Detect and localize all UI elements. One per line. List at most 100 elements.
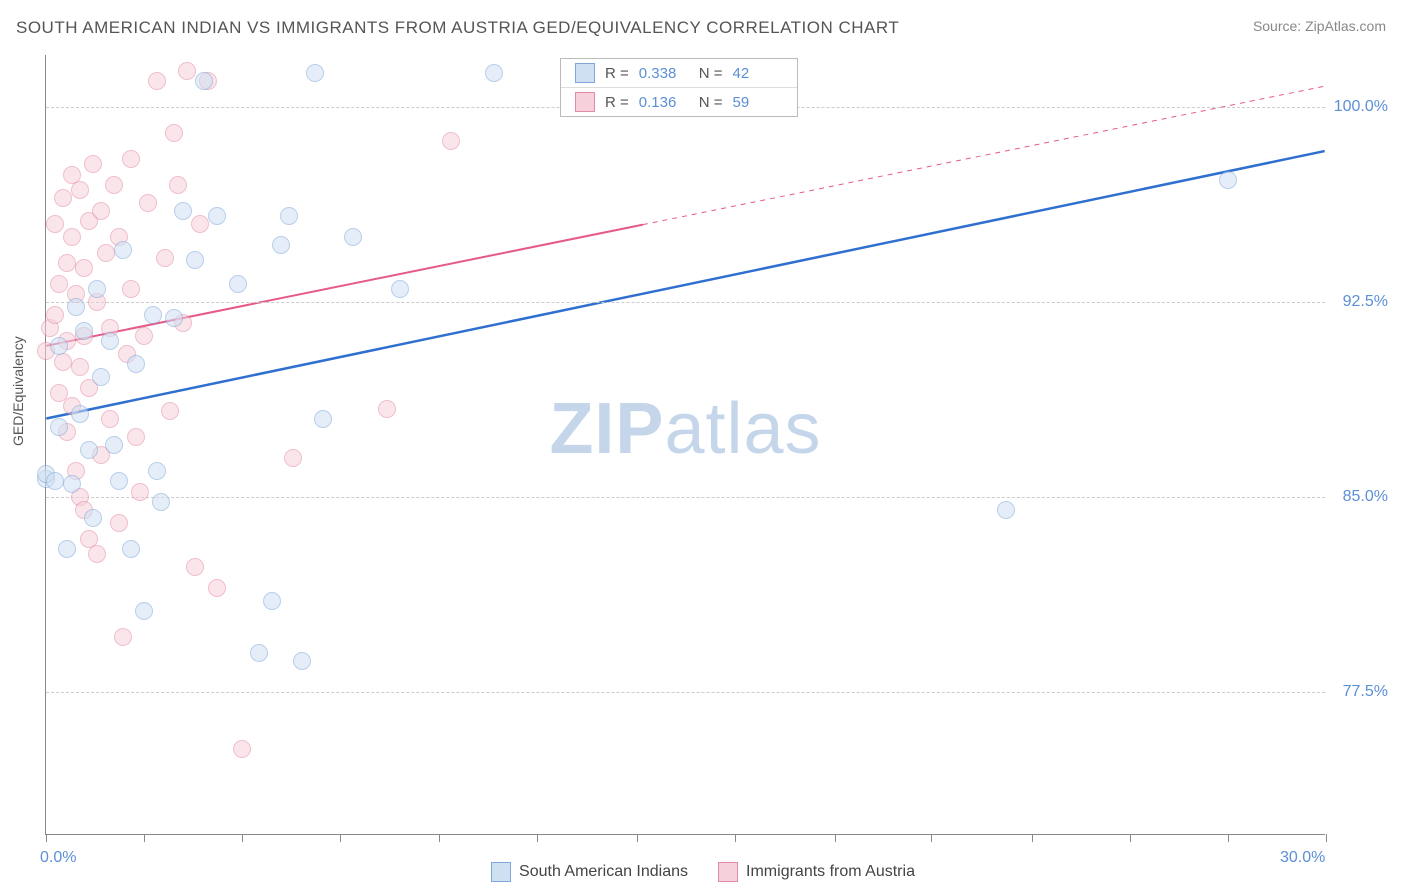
scatter-point <box>50 337 68 355</box>
x-tick-mark <box>439 834 440 842</box>
scatter-point <box>174 202 192 220</box>
scatter-point <box>54 189 72 207</box>
legend-bottom-item: Immigrants from Austria <box>718 862 915 882</box>
grid-line-h <box>46 302 1325 303</box>
scatter-point <box>114 241 132 259</box>
y-tick-label: 100.0% <box>1334 98 1388 116</box>
scatter-point <box>152 493 170 511</box>
scatter-point <box>229 275 247 293</box>
legend-bottom-item: South American Indians <box>491 862 688 882</box>
scatter-point <box>122 540 140 558</box>
scatter-point <box>161 402 179 420</box>
scatter-point <box>46 306 64 324</box>
scatter-point <box>263 592 281 610</box>
scatter-point <box>280 207 298 225</box>
scatter-point <box>50 275 68 293</box>
scatter-point <box>84 155 102 173</box>
scatter-point <box>135 327 153 345</box>
scatter-point <box>67 298 85 316</box>
scatter-point <box>46 215 64 233</box>
series-legend: South American Indians Immigrants from Au… <box>491 862 915 882</box>
scatter-point <box>110 514 128 532</box>
scatter-point <box>344 228 362 246</box>
y-tick-label: 77.5% <box>1343 683 1388 701</box>
scatter-point <box>105 176 123 194</box>
scatter-point <box>127 428 145 446</box>
x-tick-mark <box>1130 834 1131 842</box>
scatter-point <box>165 124 183 142</box>
grid-line-h <box>46 497 1325 498</box>
legend-swatch <box>491 862 511 882</box>
scatter-point <box>997 501 1015 519</box>
scatter-point <box>442 132 460 150</box>
scatter-point <box>88 280 106 298</box>
scatter-point <box>46 472 64 490</box>
legend-r-value: 0.338 <box>639 65 689 82</box>
scatter-point <box>284 449 302 467</box>
scatter-point <box>101 332 119 350</box>
x-tick-mark <box>931 834 932 842</box>
scatter-point <box>306 64 324 82</box>
legend-swatch <box>718 862 738 882</box>
scatter-point <box>195 72 213 90</box>
x-tick-mark <box>835 834 836 842</box>
legend-r-label: R = <box>605 94 629 111</box>
x-tick-mark <box>242 834 243 842</box>
x-tick-mark <box>340 834 341 842</box>
scatter-point <box>63 475 81 493</box>
legend-r-label: R = <box>605 65 629 82</box>
scatter-point <box>58 254 76 272</box>
legend-top-row: R =0.338N =42 <box>561 59 797 87</box>
y-tick-label: 85.0% <box>1343 488 1388 506</box>
scatter-point <box>127 355 145 373</box>
scatter-point <box>110 472 128 490</box>
scatter-point <box>148 72 166 90</box>
x-tick-mark <box>144 834 145 842</box>
scatter-point <box>122 280 140 298</box>
scatter-point <box>80 441 98 459</box>
scatter-point <box>186 558 204 576</box>
scatter-point <box>92 202 110 220</box>
scatter-point <box>88 545 106 563</box>
scatter-point <box>122 150 140 168</box>
scatter-point <box>105 436 123 454</box>
legend-n-value: 42 <box>733 65 783 82</box>
scatter-point <box>97 244 115 262</box>
scatter-point <box>186 251 204 269</box>
legend-swatch <box>575 92 595 112</box>
scatter-point <box>1219 171 1237 189</box>
scatter-point <box>148 462 166 480</box>
scatter-point <box>169 176 187 194</box>
scatter-point <box>75 322 93 340</box>
scatter-point <box>92 368 110 386</box>
scatter-point <box>272 236 290 254</box>
chart-title: SOUTH AMERICAN INDIAN VS IMMIGRANTS FROM… <box>16 18 899 38</box>
x-tick-label: 30.0% <box>1280 849 1325 867</box>
x-tick-mark <box>735 834 736 842</box>
legend-r-value: 0.136 <box>639 94 689 111</box>
scatter-point <box>71 405 89 423</box>
scatter-point <box>101 410 119 428</box>
grid-line-h <box>46 692 1325 693</box>
scatter-point <box>50 418 68 436</box>
legend-series-label: South American Indians <box>519 863 688 881</box>
scatter-point <box>178 62 196 80</box>
scatter-point <box>71 358 89 376</box>
scatter-point <box>233 740 251 758</box>
scatter-point <box>75 259 93 277</box>
x-tick-mark <box>537 834 538 842</box>
x-tick-mark <box>1032 834 1033 842</box>
scatter-point <box>54 353 72 371</box>
scatter-point <box>293 652 311 670</box>
scatter-point <box>378 400 396 418</box>
legend-swatch <box>575 63 595 83</box>
scatter-point <box>208 207 226 225</box>
scatter-point <box>314 410 332 428</box>
x-tick-label: 0.0% <box>40 849 76 867</box>
scatter-point <box>165 309 183 327</box>
scatter-point <box>114 628 132 646</box>
y-axis-label: GED/Equivalency <box>10 336 26 446</box>
x-tick-mark <box>1228 834 1229 842</box>
scatter-point <box>71 181 89 199</box>
scatter-point <box>485 64 503 82</box>
